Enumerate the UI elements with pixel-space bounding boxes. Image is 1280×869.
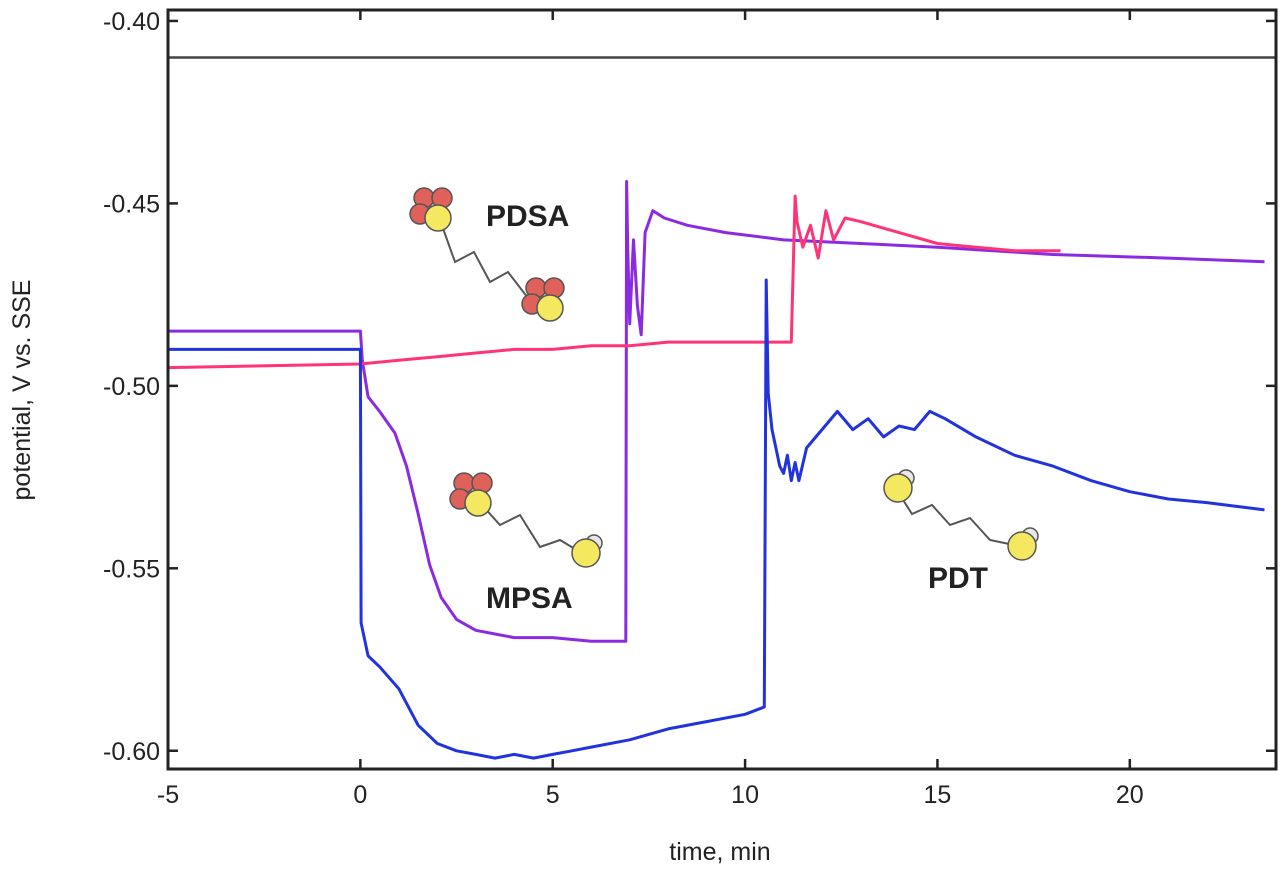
pdsa-top-sulfur-atom [424, 204, 452, 232]
annotation-mpsa: MPSA [486, 582, 573, 615]
y-tick-label: -0.45 [103, 190, 160, 218]
plot-frame [166, 8, 1278, 771]
x-tick-label: 5 [546, 781, 560, 809]
y-tick-label: -0.40 [103, 8, 160, 36]
x-tick-label: 0 [353, 781, 367, 809]
x-tick-label: 20 [1116, 781, 1144, 809]
mpsa-chain [481, 504, 581, 553]
series-line-3 [168, 278, 1265, 760]
pdt-left-sulfur-atom [883, 473, 913, 503]
y-tick-label: -0.55 [103, 555, 160, 583]
mpsa-sulfur-atom [571, 538, 601, 568]
series-layer [167, 180, 1265, 760]
pdsa-bottom-sulfur-atom [536, 294, 564, 322]
annotation-pdt: PDT [928, 562, 988, 595]
mpsa-sulfur-atom [464, 489, 492, 517]
pdt-chain [897, 491, 1015, 546]
pdsa-chain [439, 219, 529, 299]
pdt-right-sulfur-atom [1007, 531, 1037, 561]
x-axis-label: time, min [669, 838, 770, 866]
series-line-2 [167, 194, 1061, 370]
y-tick-label: -0.60 [103, 738, 160, 766]
molecule-illustrations [409, 187, 1039, 568]
x-tick-label: 10 [731, 781, 759, 809]
series-line-1 [168, 180, 1265, 643]
y-axis-label: potential, V vs. SSE [8, 280, 36, 501]
annotation-pdsa: PDSA [486, 200, 569, 233]
x-tick-label: -5 [157, 781, 179, 809]
ticks-layer [166, 10, 1276, 769]
x-tick-label: 15 [924, 781, 952, 809]
y-tick-label: -0.50 [103, 373, 160, 401]
tick-labels-layer: -5 0 5 10 15 20 -0.40 -0.45 -0.50 -0.55 -0.60 [103, 8, 1144, 809]
